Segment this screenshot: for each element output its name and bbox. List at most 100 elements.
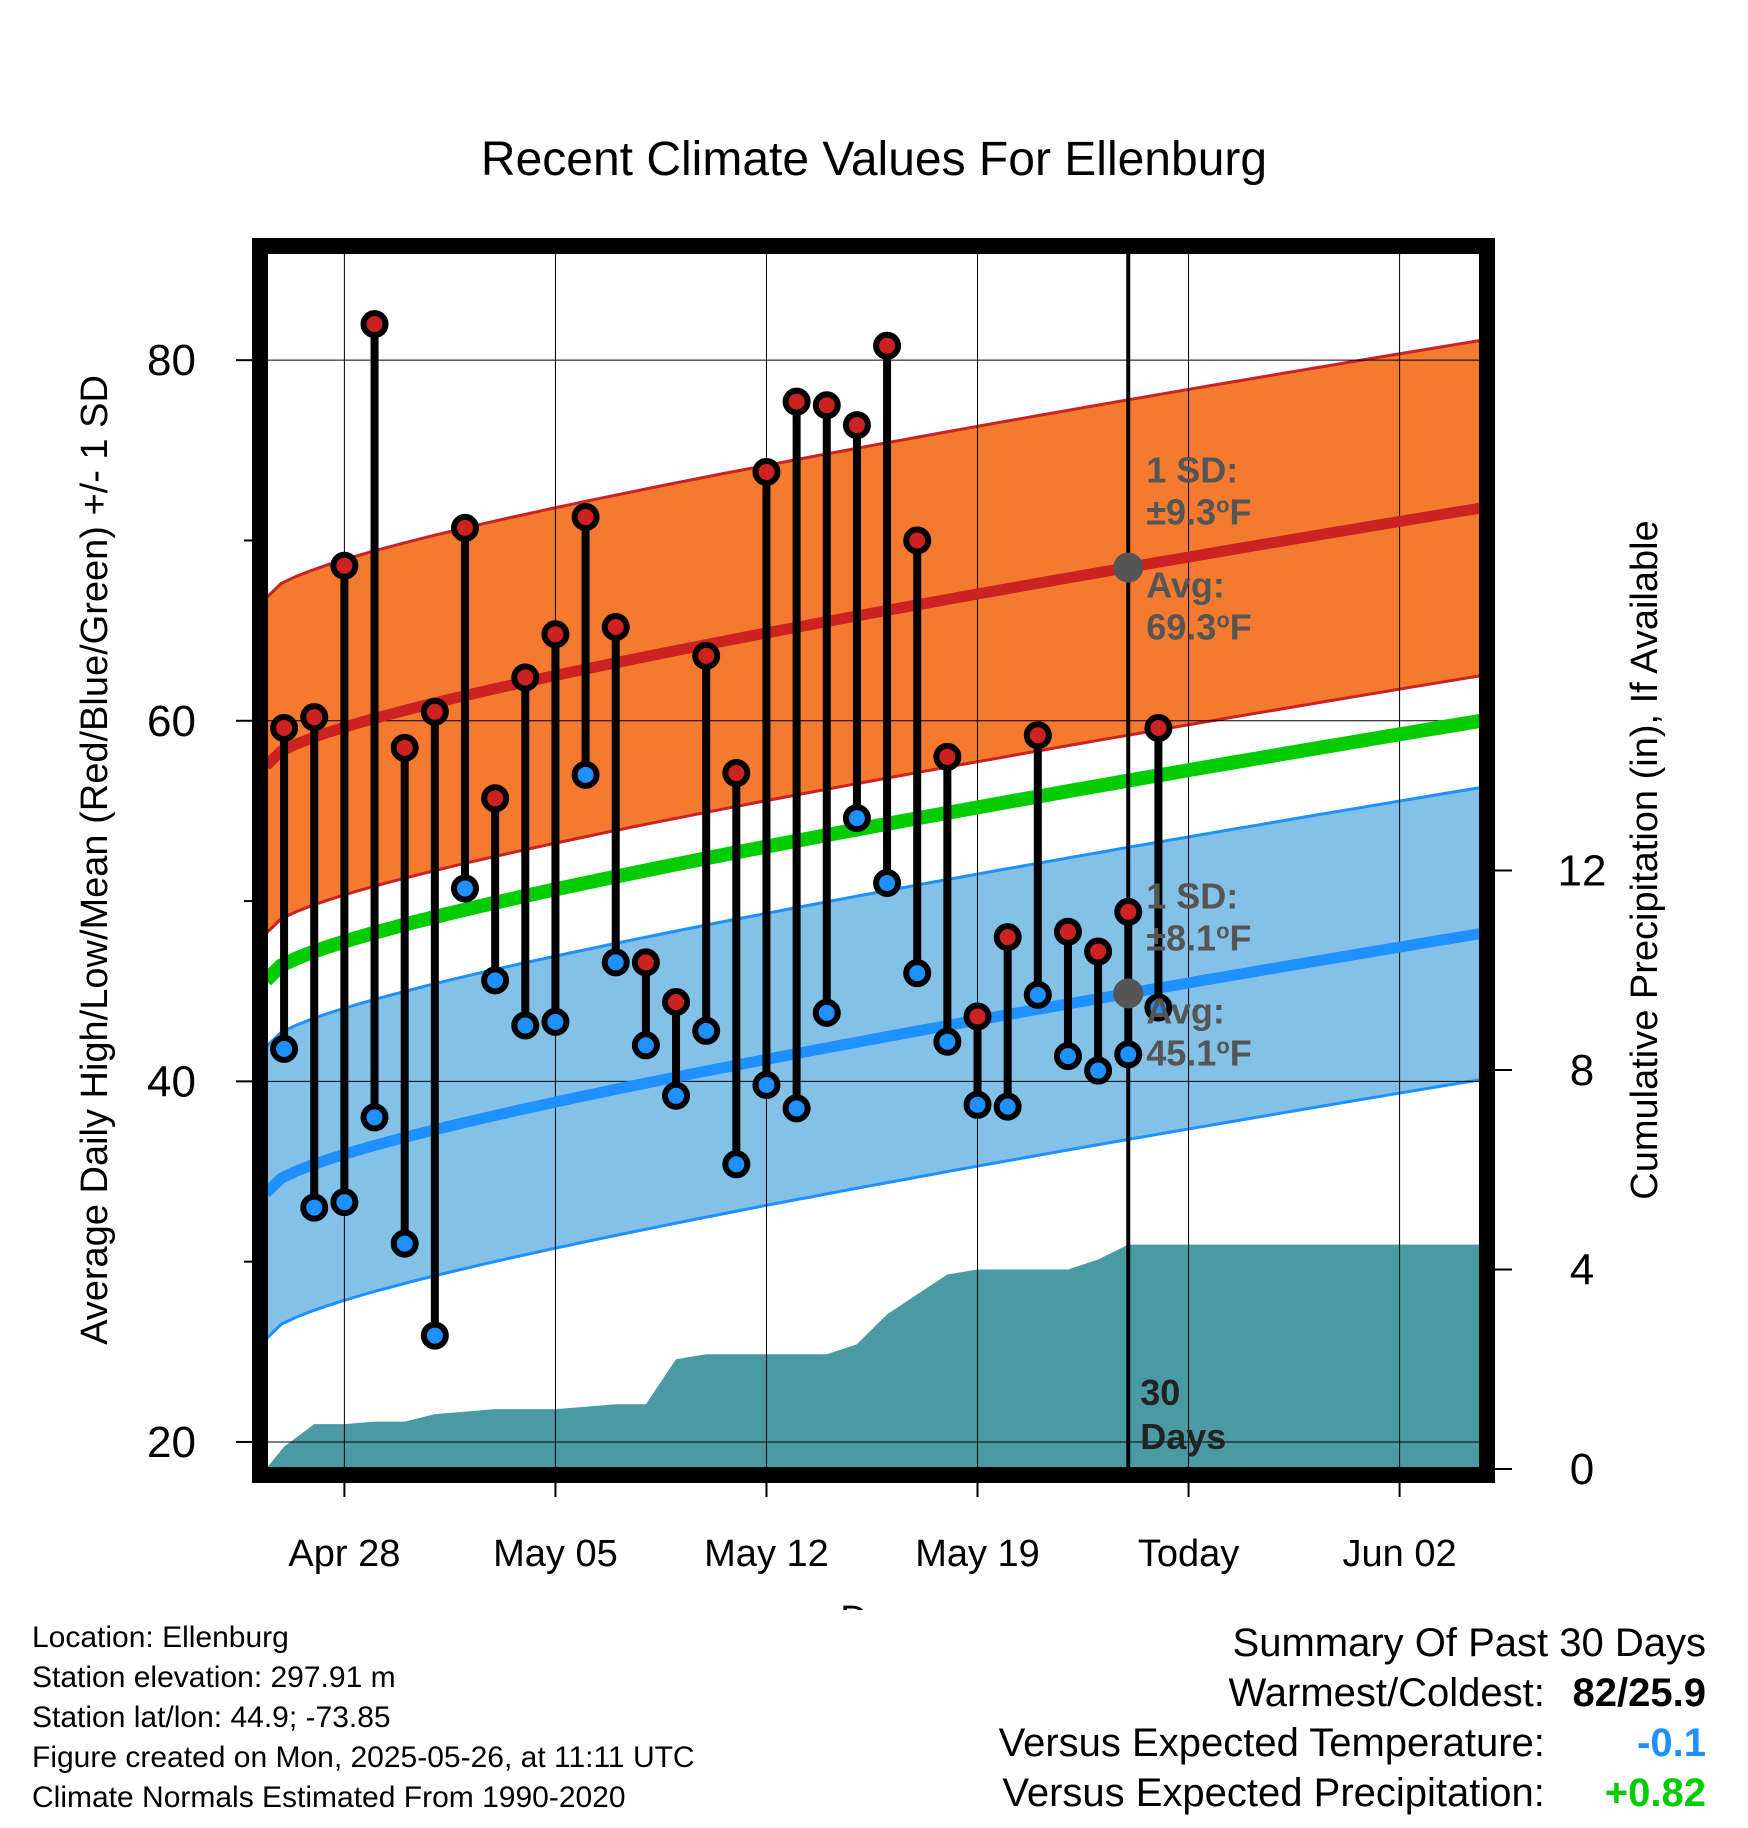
daily-low-point: [903, 959, 932, 988]
today-low-average-marker: [1113, 978, 1144, 1009]
daily-high-point: [903, 526, 932, 555]
y2-tick-label: 12: [1558, 846, 1607, 895]
daily-high-point: [1084, 937, 1113, 966]
daily-low-point: [330, 1188, 359, 1217]
daily-low-point: [1084, 1056, 1113, 1085]
cumulative-precip-area: [266, 1244, 1481, 1469]
daily-low-point: [360, 1103, 389, 1132]
x-tick-label: Apr 28: [288, 1533, 400, 1575]
daily-low-point: [782, 1094, 811, 1123]
daily-high-point: [360, 310, 389, 339]
daily-low-point: [1114, 1040, 1143, 1069]
low-sd-band: [266, 787, 1481, 1340]
high-avg-annotation: Avg: 69.3oF: [1146, 564, 1252, 647]
daily-high-point: [420, 697, 449, 726]
y2-tick-label: 4: [1570, 1245, 1594, 1294]
daily-high-point: [933, 742, 962, 771]
x-axis-label: Day: [840, 1599, 908, 1610]
daily-high-point: [993, 923, 1022, 952]
warm-cold-label: Warmest/Coldest:: [1228, 1671, 1545, 1715]
daily-high-point: [812, 391, 841, 420]
daily-low-point: [933, 1027, 962, 1056]
y2-tick-label: 8: [1570, 1046, 1594, 1095]
y-tick-label: 80: [147, 336, 196, 385]
daily-high-point: [300, 703, 329, 732]
x-tick-label: May 12: [704, 1533, 829, 1575]
low-average-line: [266, 928, 1481, 1198]
daily-low-point: [1053, 1042, 1082, 1071]
low-avg-annotation: Avg: 45.1oF: [1146, 990, 1252, 1073]
daily-low-point: [1023, 980, 1052, 1009]
daily-low-point: [993, 1092, 1022, 1121]
daily-low-point: [722, 1150, 751, 1179]
summary-panel: Summary Of Past 30 Days Warmest/Coldest:…: [999, 1618, 1706, 1818]
y-axis-label: Average Daily High/Low/Mean (Red/Blue/Gr…: [74, 375, 116, 1345]
daily-low-point: [481, 966, 510, 995]
summary-warm-cold: Warmest/Coldest: 82/25.9: [999, 1668, 1707, 1718]
daily-low-point: [692, 1016, 721, 1045]
daily-high-point: [662, 988, 691, 1017]
daily-high-point: [752, 457, 781, 486]
chart-title: Recent Climate Values For Ellenburg: [481, 133, 1267, 186]
latlon-text: Station lat/lon: 44.9; -73.85: [32, 1701, 391, 1734]
daily-high-point: [873, 331, 902, 360]
normals-text: Climate Normals Estimated From 1990-2020: [32, 1781, 626, 1814]
high-sd-annotation: 1 SD: ±9.3oF: [1146, 449, 1251, 532]
y2-axis-label: Cumulative Precipitation (in), If Availa…: [1624, 520, 1666, 1199]
temp-label: Versus Expected Temperature:: [998, 1721, 1545, 1765]
today-high-average-marker: [1113, 552, 1144, 583]
daily-low-point: [752, 1070, 781, 1099]
created-text: Figure created on Mon, 2025-05-26, at 11…: [32, 1741, 695, 1774]
daily-high-point: [963, 1002, 992, 1031]
elevation-text: Station elevation: 297.91 m: [32, 1661, 396, 1694]
climate-chart: Recent Climate Values For Ellenburg 1 SD…: [74, 133, 1666, 1610]
daily-high-point: [571, 503, 600, 532]
x-tick-label: May 19: [915, 1533, 1040, 1575]
daily-low-point: [662, 1081, 691, 1110]
y-tick-label: 40: [147, 1057, 196, 1106]
daily-high-point: [1114, 897, 1143, 926]
daily-low-point: [270, 1034, 299, 1063]
daily-high-point: [782, 387, 811, 416]
daily-low-point: [571, 760, 600, 789]
daily-high-point: [692, 641, 721, 670]
daily-low-point: [390, 1229, 419, 1258]
days-window-label: 30 Days: [1140, 1372, 1226, 1457]
daily-low-point: [511, 1011, 540, 1040]
daily-low-point: [450, 874, 479, 903]
precip-value: +0.82: [1604, 1771, 1706, 1815]
temp-value: -0.1: [1637, 1721, 1706, 1765]
daily-high-point: [631, 948, 660, 977]
daily-low-point: [842, 804, 871, 833]
x-tick-label: Today: [1138, 1533, 1239, 1575]
low-sd-annotation: 1 SD: ±8.1oF: [1146, 875, 1251, 958]
daily-high-point: [1023, 721, 1052, 750]
summary-precip: Versus Expected Precipitation: +0.82: [999, 1768, 1706, 1818]
summary-heading: Summary Of Past 30 Days: [1232, 1621, 1706, 1665]
summary-temp: Versus Expected Temperature: -0.1: [999, 1718, 1706, 1768]
plot-frame: [252, 238, 1495, 1483]
low-sd-lower-line: [266, 1078, 1481, 1341]
x-tick-label: May 05: [493, 1533, 618, 1575]
daily-high-point: [481, 784, 510, 813]
precip-label: Versus Expected Precipitation:: [1002, 1771, 1545, 1815]
daily-high-point: [1053, 917, 1082, 946]
daily-high-point: [270, 713, 299, 742]
y-tick-label: 20: [147, 1418, 196, 1467]
daily-low-point: [1144, 993, 1173, 1022]
daily-high-point: [842, 411, 871, 440]
mean-average-line: [266, 713, 1481, 986]
daily-high-point: [601, 613, 630, 642]
daily-high-point: [390, 733, 419, 762]
location-text: Location: Ellenburg: [32, 1621, 289, 1654]
daily-high-point: [330, 551, 359, 580]
daily-low-point: [601, 948, 630, 977]
daily-low-point: [812, 998, 841, 1027]
y2-tick-label: 0: [1570, 1445, 1594, 1494]
daily-low-point: [420, 1321, 449, 1350]
low-sd-upper-line: [266, 786, 1481, 1049]
daily-low-point: [541, 1007, 570, 1036]
warm-cold-value: 82/25.9: [1572, 1671, 1706, 1715]
daily-high-point: [1144, 713, 1173, 742]
y-tick-label: 60: [147, 697, 196, 746]
